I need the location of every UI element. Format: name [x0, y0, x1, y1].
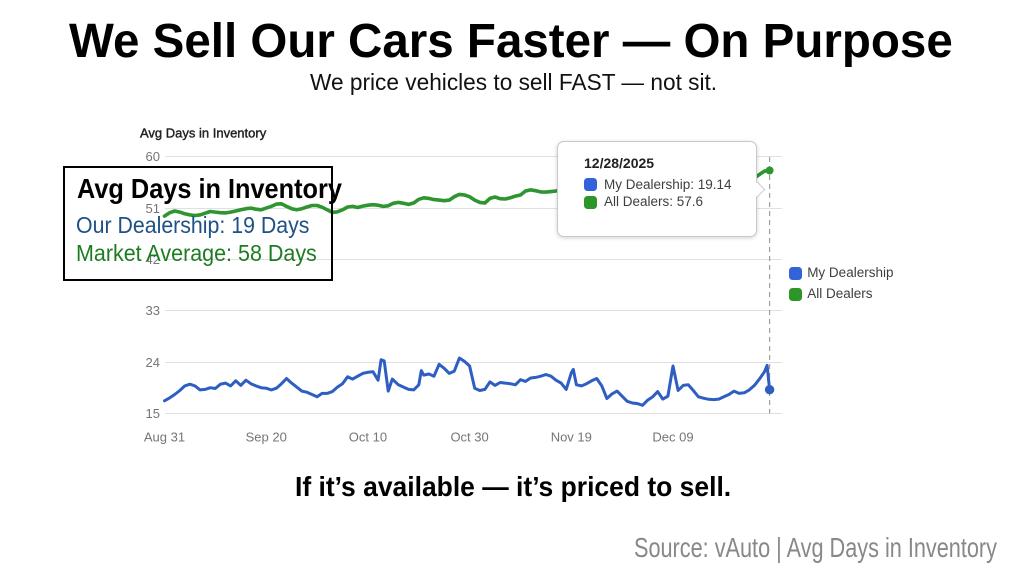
svg-text:15: 15	[146, 406, 160, 421]
svg-text:Aug 31: Aug 31	[144, 430, 185, 445]
svg-text:51: 51	[146, 201, 160, 216]
svg-text:Dec 09: Dec 09	[652, 430, 693, 445]
svg-text:Sep 20: Sep 20	[246, 430, 287, 445]
svg-text:24: 24	[146, 355, 160, 370]
svg-text:Oct 10: Oct 10	[349, 430, 387, 445]
svg-text:33: 33	[146, 303, 160, 318]
svg-text:60: 60	[146, 149, 160, 164]
svg-text:Avg Days in Inventory: Avg Days in Inventory	[140, 126, 267, 141]
svg-text:42: 42	[146, 252, 160, 267]
svg-text:Oct 30: Oct 30	[450, 430, 488, 445]
svg-text:Nov 19: Nov 19	[551, 430, 592, 445]
